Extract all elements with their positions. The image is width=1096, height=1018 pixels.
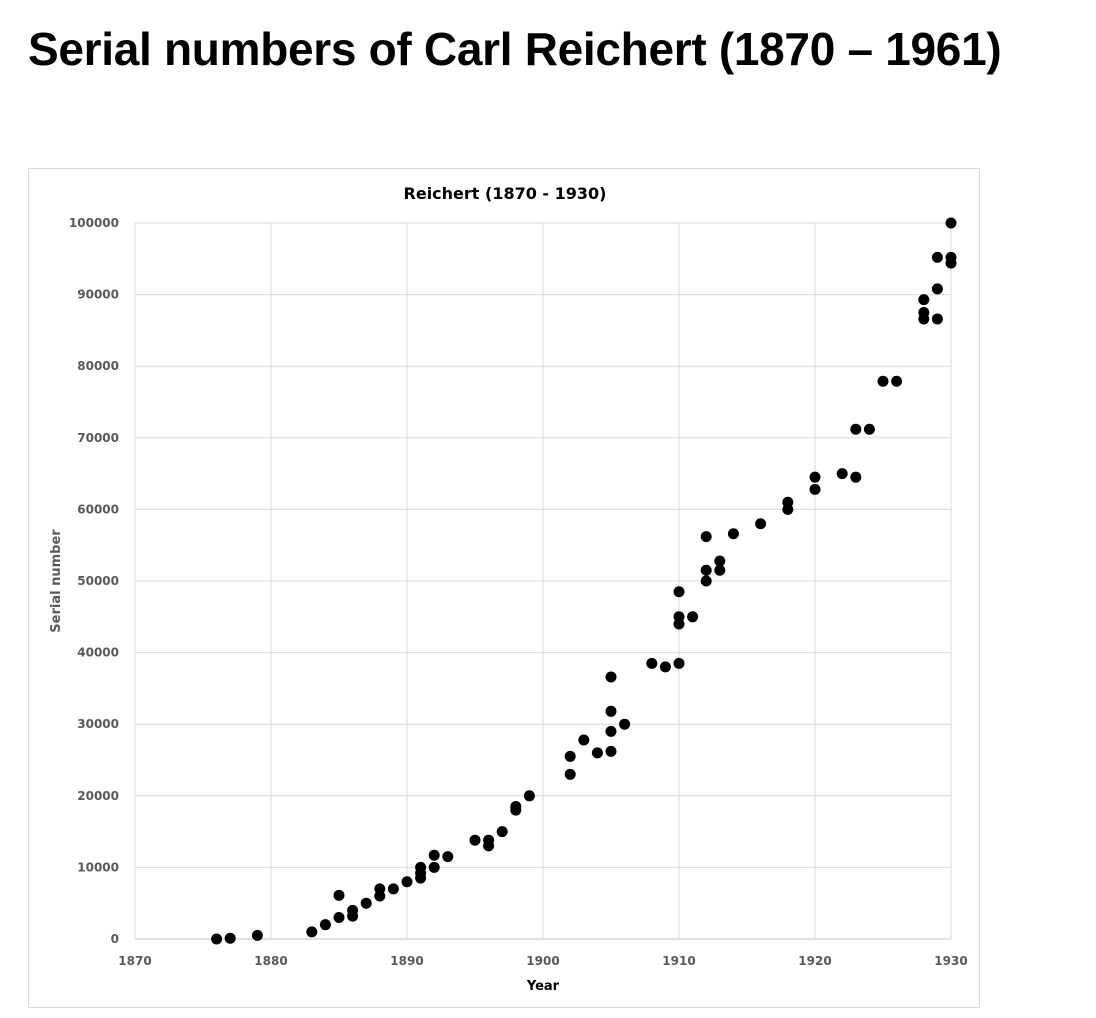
y-tick-label: 100000 <box>69 216 119 230</box>
data-point <box>918 307 930 318</box>
data-point <box>646 657 658 669</box>
scatter-chart: 0 10000 20000 30000 40000 50000 60000 70000 8000… <box>49 184 968 994</box>
x-tick-label: 1890 <box>390 954 423 968</box>
x-tick-label: 1920 <box>798 954 831 968</box>
y-tick-label: 70000 <box>77 431 119 445</box>
y-tick-label: 20000 <box>77 789 119 803</box>
data-point <box>700 531 712 543</box>
x-tick-label: 1870 <box>118 954 151 968</box>
y-tick-label: 50000 <box>77 574 119 588</box>
data-point <box>659 661 671 673</box>
data-point <box>673 611 685 623</box>
data-point <box>428 849 440 861</box>
data-point <box>945 251 957 263</box>
data-point <box>374 883 386 895</box>
data-point <box>918 294 930 306</box>
data-point <box>306 926 318 938</box>
chart-title: Reichert (1870 - 1930) <box>404 184 607 203</box>
data-point <box>782 496 794 508</box>
data-point <box>863 423 875 435</box>
data-point <box>564 768 576 780</box>
page-title: Serial numbers of Carl Reichert (1870 – … <box>28 23 1002 75</box>
gridlines <box>134 222 952 940</box>
x-tick-label: 1900 <box>526 954 559 968</box>
data-point <box>714 555 726 567</box>
data-point <box>401 876 413 888</box>
data-point <box>605 705 617 717</box>
data-point <box>442 851 454 863</box>
chart-frame: 0 10000 20000 30000 40000 50000 60000 70000 8000… <box>28 168 980 1008</box>
data-point <box>891 375 903 387</box>
x-axis-label: Year <box>526 979 560 994</box>
x-tick-label: 1910 <box>662 954 695 968</box>
data-point <box>714 564 726 576</box>
data-point <box>877 375 889 387</box>
data-point <box>700 575 712 587</box>
data-point <box>700 564 712 576</box>
y-tick-labels: 0 10000 20000 30000 40000 50000 60000 70000 8000… <box>69 216 119 946</box>
x-tick-label: 1930 <box>934 954 967 968</box>
data-point <box>333 912 345 924</box>
data-point <box>578 734 590 746</box>
data-point <box>605 671 617 683</box>
data-point <box>931 283 943 295</box>
data-point <box>428 861 440 873</box>
data-point <box>755 518 767 530</box>
y-axis-label: Serial number <box>49 529 64 633</box>
data-point <box>564 750 576 762</box>
data-point <box>347 904 359 916</box>
data-point <box>673 657 685 669</box>
y-tick-label: 30000 <box>77 717 119 731</box>
data-point <box>809 483 821 495</box>
x-tick-label: 1880 <box>254 954 287 968</box>
y-tick-label: 10000 <box>77 860 119 874</box>
data-point <box>469 834 481 846</box>
data-point <box>387 883 399 895</box>
data-point <box>931 251 943 263</box>
data-point <box>591 747 603 759</box>
data-point <box>510 801 522 813</box>
data-point <box>605 745 617 757</box>
y-tick-label: 0 <box>111 932 119 946</box>
data-point <box>224 932 236 944</box>
data-point <box>850 471 862 483</box>
data-point <box>211 933 223 945</box>
data-point <box>319 919 331 931</box>
data-point <box>809 471 821 483</box>
data-point <box>687 611 699 623</box>
y-tick-label: 40000 <box>77 646 119 660</box>
data-point <box>836 468 848 480</box>
x-tick-labels: 1870 1880 1890 1900 1910 1920 1930 <box>118 954 967 968</box>
data-point <box>673 586 685 598</box>
data-point <box>496 826 508 838</box>
data-point <box>483 834 495 846</box>
data-point <box>945 217 957 229</box>
data-point <box>360 897 372 909</box>
data-point <box>931 313 943 325</box>
data-point <box>333 889 345 901</box>
y-tick-label: 80000 <box>77 359 119 373</box>
data-point <box>523 790 535 802</box>
data-point <box>727 528 739 540</box>
data-point <box>605 725 617 737</box>
y-tick-label: 90000 <box>77 288 119 302</box>
data-point <box>619 718 631 730</box>
data-point <box>415 861 427 873</box>
data-point <box>251 929 263 941</box>
data-point <box>850 423 862 435</box>
y-tick-label: 60000 <box>77 502 119 516</box>
data-points <box>211 217 957 945</box>
